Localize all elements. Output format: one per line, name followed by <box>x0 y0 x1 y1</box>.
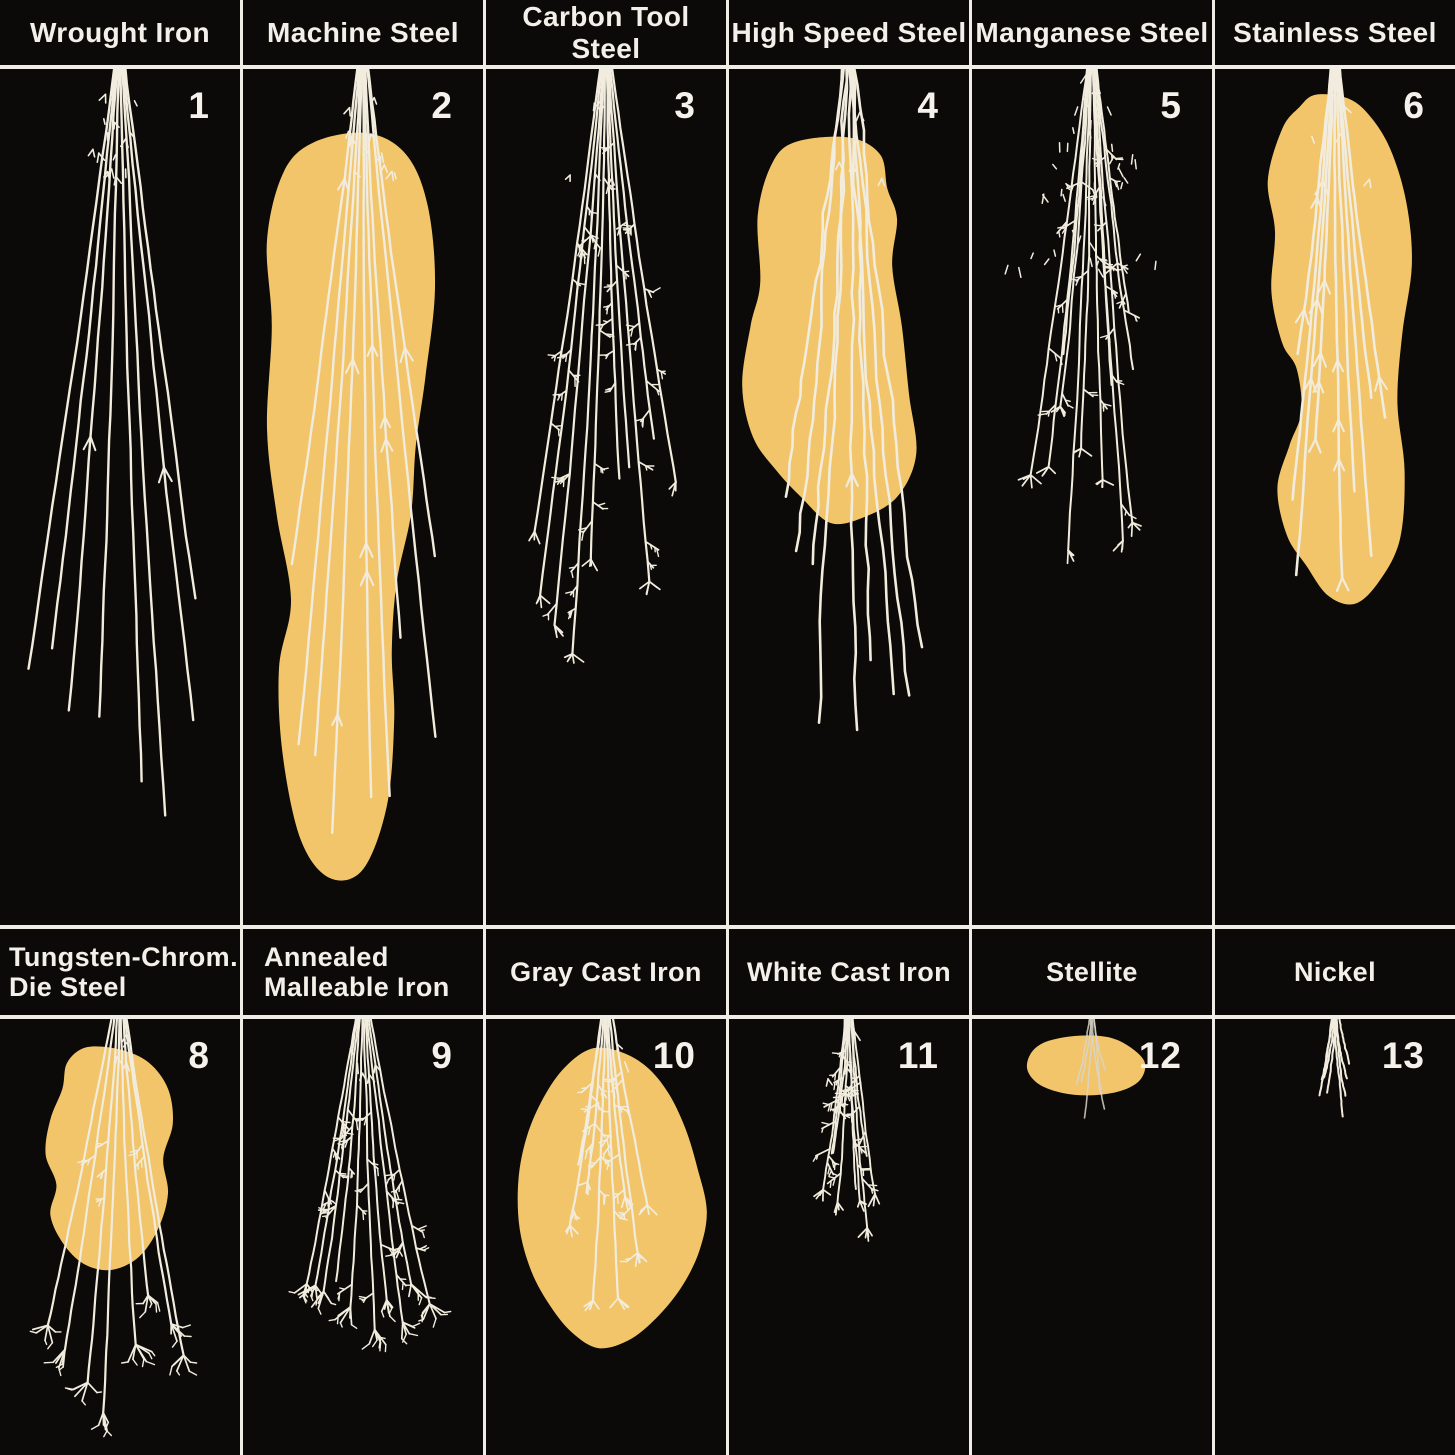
spark-lines <box>812 1019 881 1242</box>
spark-lines <box>29 1019 198 1438</box>
panel-number: 13 <box>1381 1035 1425 1076</box>
spark-pattern-svg <box>517 1019 707 1349</box>
spark-pattern-svg <box>528 69 677 664</box>
panel-number: 1 <box>188 85 210 126</box>
spark-lines <box>1004 69 1157 565</box>
panel-manganese-steel: 5 <box>972 69 1212 925</box>
header-wrought-iron: Wrought Iron <box>0 0 240 65</box>
panel-number: 10 <box>652 1035 696 1076</box>
header-label: Manganese Steel <box>975 16 1209 48</box>
highlight-blob <box>1026 1035 1146 1096</box>
highlight-blob <box>517 1047 707 1349</box>
header-label: Nickel <box>1294 956 1376 987</box>
panel-white-cast-iron: 11 <box>729 1019 969 1455</box>
panel-wrought-iron: 1 <box>0 69 240 925</box>
panel-tungsten-chrom-die-steel: 8 <box>0 1019 240 1455</box>
panel-number: 6 <box>1403 85 1425 126</box>
panel-number: 3 <box>674 85 696 126</box>
header-label: Wrought Iron <box>29 16 211 48</box>
header-white-cast-iron: White Cast Iron <box>729 929 969 1015</box>
header-label: High Speed Steel <box>731 16 967 48</box>
header-label: White Cast Iron <box>746 956 951 987</box>
panel-annealed-malleable-iron: 9 <box>243 1019 483 1455</box>
header-label: Tungsten-Chrom. Die Steel <box>9 941 238 1002</box>
highlight-blob <box>742 136 917 525</box>
spark-lines <box>1075 1019 1106 1119</box>
header-annealed-malleable-iron: Annealed Malleable Iron <box>243 929 483 1015</box>
panel-number: 9 <box>431 1035 453 1076</box>
header-carbon-tool-steel: Carbon Tool Steel <box>486 0 726 65</box>
panel-stainless-steel: 6 <box>1215 69 1455 925</box>
header-label: Stainless Steel <box>1233 16 1437 48</box>
spark-lines <box>288 1019 452 1353</box>
spark-pattern-svg <box>1004 69 1157 565</box>
spark-pattern-svg <box>27 69 197 817</box>
spark-lines <box>1318 1019 1351 1118</box>
horizontal-divider <box>0 1015 1455 1019</box>
header-gray-cast-iron: Gray Cast Iron <box>486 929 726 1015</box>
header-label: Gray Cast Iron <box>510 956 702 987</box>
horizontal-divider <box>0 925 1455 929</box>
panel-number: 11 <box>897 1035 939 1076</box>
header-label: Carbon Tool Steel <box>522 1 690 64</box>
spark-pattern-svg <box>812 1019 881 1242</box>
panel-gray-cast-iron: 10 <box>486 1019 726 1455</box>
spark-lines <box>528 69 677 664</box>
spark-lines <box>784 69 924 732</box>
header-high-speed-steel: High Speed Steel <box>729 0 969 65</box>
spark-pattern-svg <box>29 1019 198 1438</box>
spark-pattern-svg <box>266 69 437 881</box>
panel-number: 5 <box>1160 85 1182 126</box>
panel-number: 4 <box>917 85 939 126</box>
panel-stellite: 12 <box>972 1019 1212 1455</box>
spark-pattern-svg <box>742 69 924 732</box>
header-tungsten-chrom-die-steel: Tungsten-Chrom. Die Steel <box>0 929 240 1015</box>
panel-number: 2 <box>431 85 453 126</box>
highlight-blob <box>45 1046 173 1271</box>
panel-number: 8 <box>188 1035 210 1076</box>
spark-pattern-svg <box>1318 1019 1351 1118</box>
header-nickel: Nickel <box>1215 929 1455 1015</box>
spark-lines <box>290 69 437 834</box>
panel-high-speed-steel: 4 <box>729 69 969 925</box>
panel-machine-steel: 2 <box>243 69 483 925</box>
horizontal-divider <box>0 65 1455 69</box>
header-stainless-steel: Stainless Steel <box>1215 0 1455 65</box>
panel-nickel: 13 <box>1215 1019 1455 1455</box>
header-label: Machine Steel <box>267 16 459 48</box>
spark-pattern-svg <box>288 1019 452 1353</box>
panel-number: 12 <box>1138 1035 1182 1076</box>
header-label: Stellite <box>1046 956 1138 987</box>
spark-pattern-svg <box>1026 1019 1146 1119</box>
header-label: Annealed Malleable Iron <box>264 941 450 1002</box>
header-stellite: Stellite <box>972 929 1212 1015</box>
header-machine-steel: Machine Steel <box>243 0 483 65</box>
spark-pattern-svg <box>1267 69 1412 605</box>
spark-lines <box>1291 69 1388 592</box>
panel-carbon-tool-steel: 3 <box>486 69 726 925</box>
spark-lines <box>565 1019 658 1312</box>
header-manganese-steel: Manganese Steel <box>972 0 1212 65</box>
spark-lines <box>27 69 197 817</box>
